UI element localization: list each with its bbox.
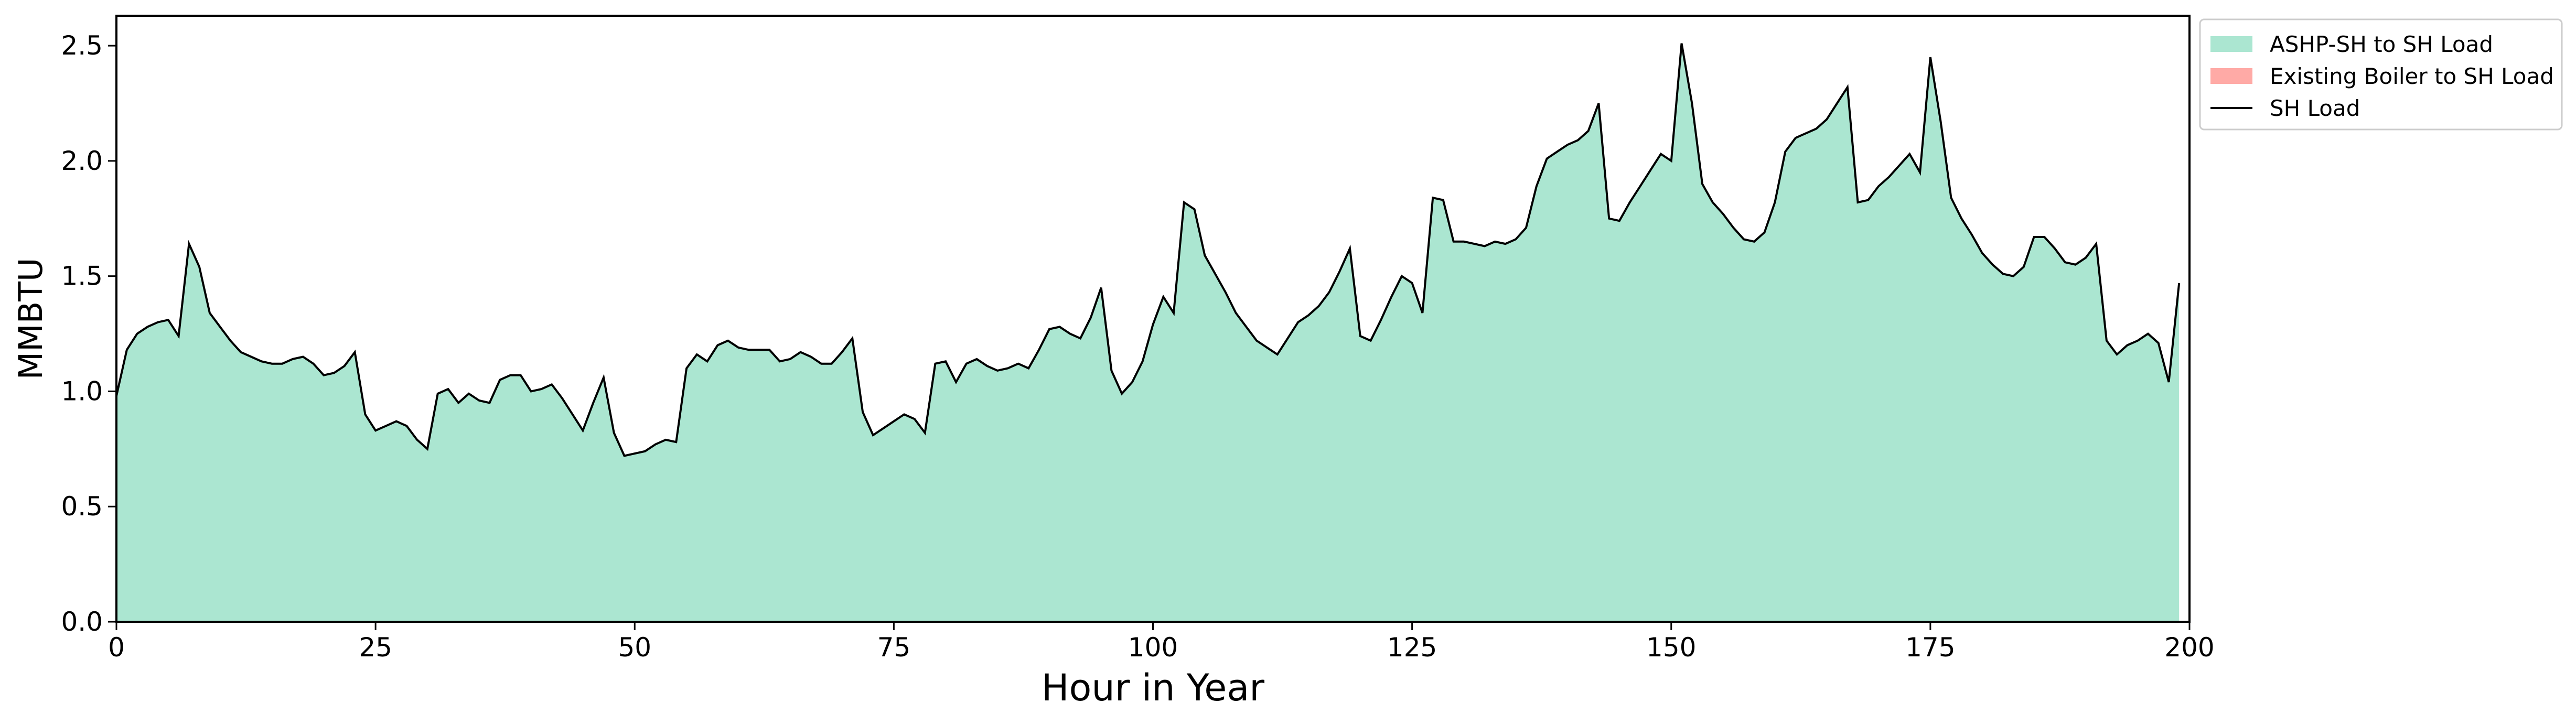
x-tick-label: 100 (1128, 632, 1178, 663)
x-tick-label: 50 (618, 632, 651, 663)
legend-label: Existing Boiler to SH Load (2270, 63, 2554, 89)
line-sh-load (115, 43, 2181, 457)
y-tick-label: 1.0 (61, 376, 103, 406)
x-tick-label: 75 (877, 632, 911, 663)
y-tick-label: 0.0 (61, 607, 103, 637)
area-ashp-sh (116, 43, 2180, 622)
legend: ASHP-SH to SH Load Existing Boiler to SH … (2199, 18, 2563, 131)
y-tick-label: 0.5 (61, 491, 103, 522)
x-tick-label: 175 (1905, 632, 1955, 663)
x-axis-ticks: 0 25 50 75 100 125 150 175 200 (108, 622, 2215, 663)
x-tick-label: 0 (108, 632, 125, 663)
x-tick-label: 125 (1387, 632, 1437, 663)
x-axis-label: Hour in Year (1042, 666, 1264, 709)
legend-label: SH Load (2270, 95, 2360, 121)
x-tick-label: 200 (2164, 632, 2214, 663)
y-axis-ticks: 0.0 0.5 1.0 1.5 2.0 2.5 (61, 30, 116, 637)
y-tick-label: 2.0 (61, 146, 103, 176)
legend-label: ASHP-SH to SH Load (2270, 31, 2493, 57)
legend-swatch (2210, 68, 2252, 84)
y-tick-label: 2.5 (61, 30, 103, 61)
legend-box (2199, 18, 2563, 131)
plot-area (115, 43, 2181, 622)
y-axis-label: MMBTU (12, 258, 50, 380)
x-tick-label: 150 (1646, 632, 1696, 663)
x-tick-label: 25 (359, 632, 392, 663)
y-tick-label: 1.5 (61, 261, 103, 291)
legend-swatch (2210, 36, 2252, 52)
